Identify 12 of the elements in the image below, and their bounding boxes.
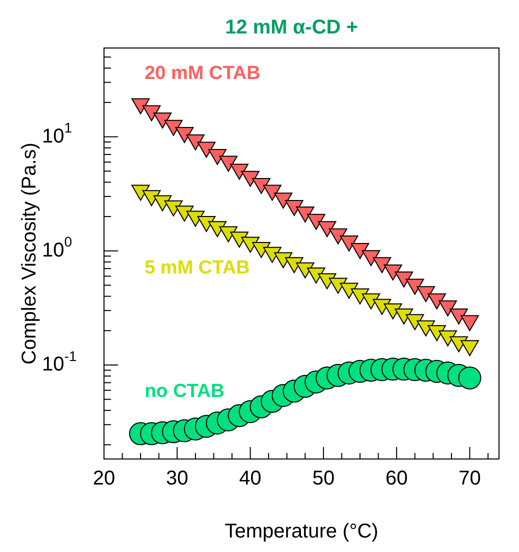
x-tick-label: 30 <box>166 468 188 490</box>
x-tick-label: 50 <box>312 468 335 490</box>
series-label: no CTAB <box>144 380 224 402</box>
chart-title: 12 mM α-CD + <box>225 16 358 39</box>
series-label: 5 mM CTAB <box>144 257 250 278</box>
x-tick-label: 60 <box>385 468 408 490</box>
x-tick-label: 70 <box>458 468 481 490</box>
x-tick-label: 20 <box>92 468 116 490</box>
x-axis-title: Temperature (°C) <box>224 520 378 543</box>
x-tick-label: 40 <box>239 468 262 490</box>
y-axis-title: Complex Viscosity (Pa.s) <box>18 142 41 364</box>
series-label: 20 mM CTAB <box>144 62 260 84</box>
